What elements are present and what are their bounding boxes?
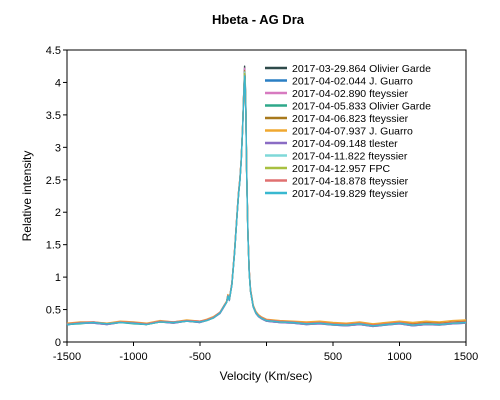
y-tick-label: 3 [55, 142, 61, 154]
legend: 2017-03-29.864 Olivier Garde2017-04-02.0… [265, 63, 431, 200]
y-tick-label: 1.5 [46, 240, 61, 252]
legend-label: 2017-04-12.957 FPC [292, 163, 390, 175]
legend-label: 2017-04-07.937 J. Guarro [292, 126, 413, 138]
chart-title: Hbeta - AG Dra [212, 12, 305, 27]
legend-label: 2017-04-02.044 J. Guarro [292, 76, 413, 88]
legend-label: 2017-03-29.864 Olivier Garde [292, 63, 431, 75]
legend-label: 2017-04-02.890 fteyssier [292, 88, 409, 100]
x-tick-label: -1000 [119, 351, 147, 363]
y-tick-label: 2.5 [46, 175, 61, 187]
legend-label: 2017-04-05.833 Olivier Garde [292, 101, 431, 113]
series-line [66, 75, 467, 327]
x-axis-ticks: -1500 -1000 -500 500 1000 1500 [53, 342, 478, 363]
x-tick-label: 1500 [454, 351, 478, 363]
legend-label: 2017-04-09.148 tlester [292, 138, 398, 150]
y-axis-label: Relative intensity [20, 151, 34, 242]
y-tick-label: 0 [55, 337, 61, 349]
x-tick-label: -1500 [53, 351, 81, 363]
y-tick-label: 4 [55, 77, 61, 89]
y-tick-label: 2 [55, 207, 61, 219]
y-tick-label: 3.5 [46, 110, 61, 122]
legend-label: 2017-04-19.829 fteyssier [292, 188, 409, 200]
x-axis-label: Velocity (Km/sec) [220, 369, 313, 383]
y-tick-label: 4.5 [46, 45, 61, 57]
y-tick-label: 0.5 [46, 305, 61, 317]
x-tick-label: 500 [324, 351, 342, 363]
x-tick-label: -500 [189, 351, 211, 363]
series-lines [66, 65, 467, 328]
y-axis-ticks: 0 0.5 1 1.5 2 2.5 3 3.5 4 4.5 [46, 45, 67, 349]
legend-label: 2017-04-11.822 fteyssier [292, 151, 408, 163]
y-tick-label: 1 [55, 272, 61, 284]
legend-label: 2017-04-18.878 fteyssier [292, 176, 409, 188]
x-tick-label: 1000 [387, 351, 411, 363]
legend-label: 2017-04-06.823 fteyssier [292, 113, 409, 125]
